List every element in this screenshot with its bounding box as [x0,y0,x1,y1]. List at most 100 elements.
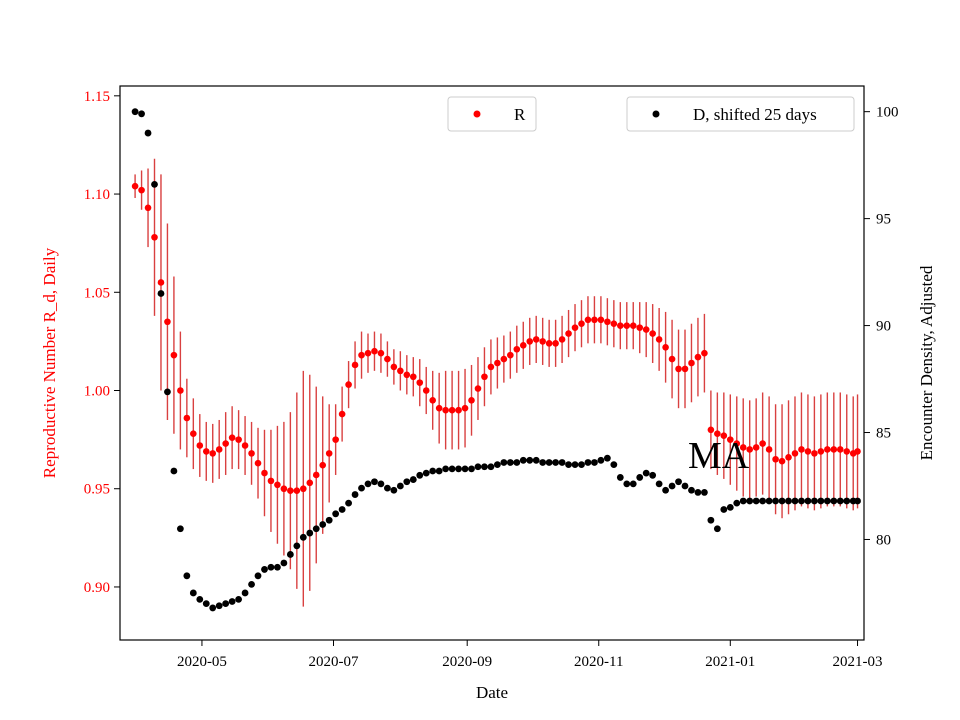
d-point [713,525,721,533]
d-point [681,482,689,490]
d-point [584,459,592,466]
d-point [176,525,184,533]
d-point [733,499,741,507]
d-point [222,600,230,608]
d-point [565,461,572,469]
d-point [351,491,359,498]
r-point [500,355,508,363]
r-point [765,446,773,453]
d-point [345,499,352,507]
d-point [377,480,385,488]
d-point [131,108,139,116]
r-point [811,450,818,457]
d-point [726,503,734,511]
d-point [493,461,501,469]
r-point [164,318,171,326]
r-point [235,436,242,443]
d-point [151,180,158,188]
r-point [248,450,255,457]
r-point [306,479,314,487]
d-point [319,521,327,528]
r-point [519,342,527,349]
r-point [280,485,288,493]
r-point [688,359,695,367]
r-point [668,355,676,363]
d-point [539,459,547,466]
r-point [442,406,449,414]
d-point [720,506,728,513]
d-point [416,471,424,479]
d-point [513,459,521,466]
d-point [707,516,715,524]
d-point [183,572,191,580]
legend-r-label: R [514,105,526,124]
d-point [623,480,631,488]
right-y-tick-label: 80 [876,532,891,548]
d-point [267,563,275,571]
left-y-tick-label: 1.15 [84,89,110,105]
r-point [746,446,754,453]
left-y-tick-label: 1.05 [84,285,110,301]
d-point [235,595,243,603]
r-point [138,186,145,194]
r-point [196,442,204,449]
d-point [189,589,197,597]
right-y-tick-label: 100 [876,105,899,121]
chart-annotation: MA [688,435,750,477]
left-y-axis-ticks: 0.90 0.95 1.00 1.05 1.10 1.15 [84,89,120,596]
legend-r-marker [473,110,481,118]
r-point [584,316,592,324]
d-point [299,533,307,541]
d-point [332,510,340,518]
d-point [772,497,779,505]
d-point [578,461,585,469]
d-point [823,497,831,505]
d-point [396,482,404,490]
d-point [338,506,346,513]
r-point [429,397,436,404]
r-point [545,340,553,347]
r-point [403,371,411,379]
d-point [571,461,579,469]
d-point [778,497,786,505]
right-y-tick-label: 85 [876,426,891,442]
d-point [455,465,462,473]
d-point [843,497,851,505]
d-point [364,480,372,488]
r-point [481,373,488,381]
r-point [157,279,165,286]
r-point [371,347,378,355]
r-point [332,436,339,443]
d-point [791,497,799,505]
r-point [565,330,572,337]
d-point [694,489,702,496]
legend-r: R [447,96,537,132]
d-point [785,497,792,505]
r-point [455,406,462,414]
d-point [274,563,281,571]
r-point [312,471,320,479]
r-point [507,351,514,359]
r-point [571,324,579,331]
left-y-tick-label: 1.00 [84,384,110,400]
d-point [526,456,534,464]
r-point [177,387,184,394]
d-point [280,559,288,567]
d-point [616,474,624,481]
r-point [190,430,197,438]
right-y-axis-ticks: 80 85 90 95 100 [864,105,899,548]
r-point [578,320,585,328]
d-point [196,595,204,603]
d-point [422,469,430,477]
r-point [739,444,747,451]
d-point [164,388,171,396]
d-point [746,497,754,505]
r-point [558,336,566,343]
r-point [468,397,475,404]
r-point [552,340,559,347]
d-point [254,572,262,580]
r-point [494,359,501,367]
r-point [416,379,424,386]
r-point [300,485,307,493]
